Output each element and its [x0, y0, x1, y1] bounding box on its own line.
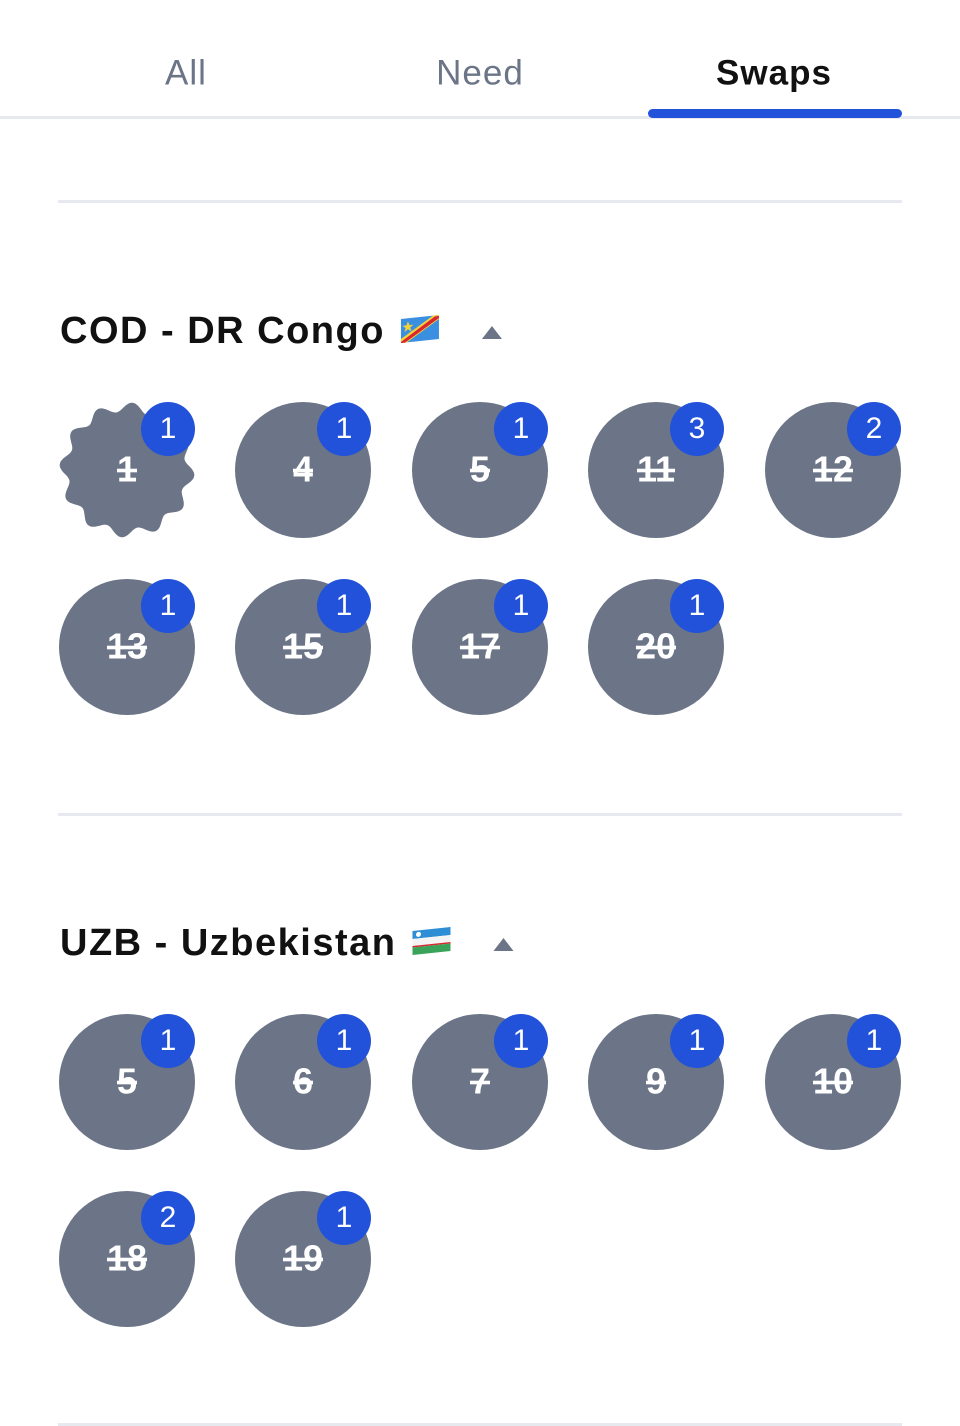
tab-label[interactable]: Swaps	[716, 53, 832, 92]
sticker-number: 5	[117, 1061, 137, 1102]
count-badge	[141, 579, 195, 633]
count-label: 1	[336, 1201, 353, 1234]
sticker[interactable]: 51	[412, 402, 548, 538]
section-title: COD - DR Congo	[60, 310, 385, 352]
section-title: UZB - Uzbekistan	[60, 922, 396, 964]
sticker-number: 11	[637, 449, 675, 490]
tab-label[interactable]: Need	[436, 53, 524, 92]
sticker-number: 20	[636, 626, 676, 667]
count-label: 1	[160, 589, 177, 622]
sticker-number: 12	[813, 449, 853, 490]
sticker[interactable]: 11	[59, 402, 195, 538]
section-divider	[58, 813, 902, 816]
sticker[interactable]: 11 3	[588, 402, 724, 538]
sticker[interactable]: 15 1	[235, 579, 371, 715]
flag-stripe	[412, 927, 451, 939]
count-badge	[317, 579, 371, 633]
count-badge	[317, 1014, 371, 1068]
sticker[interactable]: 71	[412, 1014, 548, 1150]
flag-stripe	[400, 316, 439, 343]
count-badge	[670, 1014, 724, 1068]
count-label: 1	[336, 589, 353, 622]
sticker[interactable]: 61	[235, 1014, 371, 1150]
sticker[interactable]: 12 2	[765, 402, 901, 538]
count-label: 1	[513, 1024, 530, 1057]
sticker-number: 4	[293, 449, 313, 490]
flag-star	[402, 321, 414, 333]
count-badge	[847, 402, 901, 456]
tab-divider	[0, 116, 960, 119]
flag-stripe	[412, 943, 451, 955]
count-badge	[494, 1014, 548, 1068]
collapse-toggle[interactable]	[493, 938, 514, 951]
sticker[interactable]: 17 1	[412, 579, 548, 715]
count-label: 1	[689, 1024, 706, 1057]
sticker-number: 17	[460, 626, 500, 667]
sticker[interactable]: 13 1	[59, 579, 195, 715]
sticker-number: 19	[283, 1238, 323, 1279]
count-label: 3	[689, 412, 706, 445]
section-divider	[58, 1423, 902, 1426]
sticker-number: 6	[293, 1061, 313, 1102]
count-badge	[670, 579, 724, 633]
count-badge	[670, 402, 724, 456]
sticker[interactable]: 10 1	[765, 1014, 901, 1150]
count-label: 2	[160, 1201, 177, 1234]
flag-crescent	[415, 931, 421, 937]
collapse-toggle[interactable]	[481, 326, 502, 339]
sticker[interactable]: 41	[235, 402, 371, 538]
sticker-number: 18	[107, 1238, 147, 1279]
count-label: 1	[160, 1024, 177, 1057]
count-label: 1	[689, 589, 706, 622]
sticker-number: 15	[283, 626, 323, 667]
count-label: 2	[866, 412, 883, 445]
sticker[interactable]: 19 1	[235, 1191, 371, 1327]
count-badge	[494, 579, 548, 633]
sticker-number: 9	[646, 1061, 666, 1102]
tab-indicator	[648, 109, 902, 118]
count-badge	[317, 402, 371, 456]
sticker-number: 5	[470, 449, 490, 490]
tab-label[interactable]: All	[165, 53, 207, 92]
count-label: 1	[513, 589, 530, 622]
section-divider	[58, 200, 902, 203]
sticker[interactable]: 20 1	[588, 579, 724, 715]
sticker-number: 13	[107, 626, 147, 667]
flag-icon	[412, 927, 451, 955]
count-badge	[494, 402, 548, 456]
count-label: 1	[160, 412, 177, 445]
count-badge	[141, 1014, 195, 1068]
sticker-number: 10	[813, 1061, 853, 1102]
sticker[interactable]: 18 2	[59, 1191, 195, 1327]
sticker-number: 1	[117, 449, 137, 490]
count-label: 1	[336, 412, 353, 445]
count-label: 1	[336, 1024, 353, 1057]
count-badge	[317, 1191, 371, 1245]
sticker[interactable]: 51	[59, 1014, 195, 1150]
count-label: 1	[866, 1024, 883, 1057]
sticker-number: 7	[470, 1061, 490, 1102]
count-badge	[141, 402, 195, 456]
count-label: 1	[513, 412, 530, 445]
count-badge	[141, 1191, 195, 1245]
sticker[interactable]: 91	[588, 1014, 724, 1150]
count-badge	[847, 1014, 901, 1068]
flag-stripe	[412, 942, 451, 948]
flag-icon	[400, 315, 439, 343]
